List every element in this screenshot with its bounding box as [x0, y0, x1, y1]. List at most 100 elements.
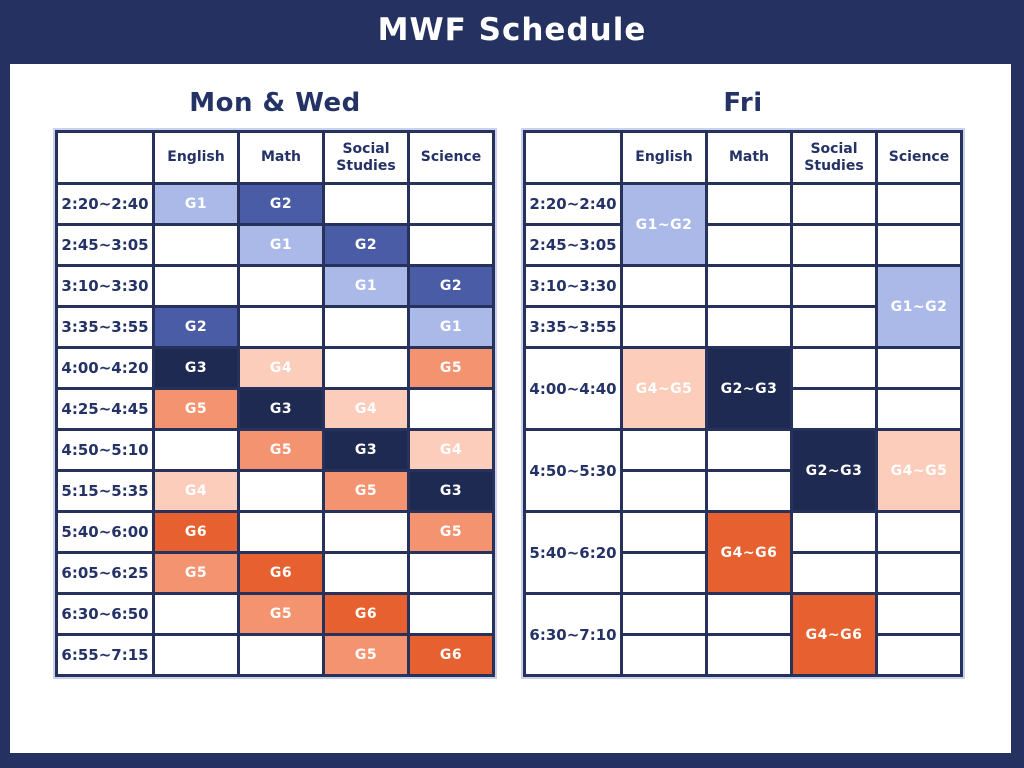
- grade-cell: [705, 305, 793, 349]
- grade-cell: [875, 387, 963, 431]
- grade-cell: [790, 305, 878, 349]
- grade-cell: G1: [152, 182, 240, 226]
- grade-cell: G6: [322, 592, 410, 636]
- fri-table: English Math Social Studies Science 2:20…: [521, 128, 965, 679]
- table-row: 4:00~4:40 G4~G5 G2~G3: [523, 346, 963, 431]
- grade-cell: [620, 592, 708, 636]
- grade-cell: [790, 264, 878, 308]
- time-cell: 3:10~3:30: [523, 264, 623, 308]
- grade-cell: [152, 633, 240, 677]
- grade-cell: [620, 551, 708, 595]
- header-row: English Math Social Studies Science: [523, 130, 963, 185]
- grade-cell: G4: [152, 469, 240, 513]
- corner-cell: [55, 130, 155, 185]
- grade-cell: G2~G3: [790, 428, 878, 513]
- table-row: [525, 387, 963, 431]
- grade-cell: G4: [237, 346, 325, 390]
- grade-cell: [620, 633, 708, 677]
- grade-cell: G1~G2: [620, 182, 708, 267]
- table-row: 4:25~4:45 G5 G3 G4: [55, 387, 495, 431]
- table-row: 6:30~7:10 G4~G6: [523, 592, 963, 677]
- table-row: 2:20~2:40 G1 G2: [55, 182, 495, 226]
- table-row: 6:55~7:15 G5 G6: [55, 633, 495, 677]
- grade-cell: [322, 346, 410, 390]
- column-header-math: Math: [705, 130, 793, 185]
- grade-cell: [705, 428, 793, 472]
- table-row: 5:15~5:35 G4 G5 G3: [55, 469, 495, 513]
- grade-cell: G5: [407, 510, 495, 554]
- column-header-social-studies: Social Studies: [322, 130, 410, 185]
- grade-cell: [322, 551, 410, 595]
- grade-cell: [705, 223, 793, 267]
- corner-cell: [523, 130, 623, 185]
- grade-cell: G4: [407, 428, 495, 472]
- grade-cell: [790, 182, 878, 226]
- time-cell: 6:55~7:15: [55, 633, 155, 677]
- table-row: 4:50~5:10 G5 G3 G4: [55, 428, 495, 472]
- grade-cell: G4~G6: [790, 592, 878, 677]
- grade-cell: [322, 305, 410, 349]
- grade-cell: G1: [407, 305, 495, 349]
- grade-cell: G3: [407, 469, 495, 513]
- grade-cell: [705, 592, 793, 636]
- grade-cell: [407, 551, 495, 595]
- time-cell: 4:25~4:45: [55, 387, 155, 431]
- grade-cell: G1: [237, 223, 325, 267]
- table-row: 5:40~6:00 G6 G5: [55, 510, 495, 554]
- grade-cell: G1: [322, 264, 410, 308]
- header-row: English Math Social Studies Science: [55, 130, 495, 185]
- grade-cell: [875, 346, 963, 390]
- grade-cell: [322, 510, 410, 554]
- grade-cell: [620, 428, 708, 472]
- time-cell: 5:15~5:35: [55, 469, 155, 513]
- grade-cell: [790, 346, 878, 390]
- time-cell: 3:35~3:55: [55, 305, 155, 349]
- grade-cell: G2: [322, 223, 410, 267]
- grade-cell: [875, 223, 963, 267]
- grade-cell: [237, 264, 325, 308]
- table-row: 2:20~2:40 G1~G2: [523, 182, 963, 267]
- grade-cell: [152, 264, 240, 308]
- grade-cell: G5: [322, 633, 410, 677]
- grade-cell: [875, 592, 963, 636]
- grade-cell: [875, 510, 963, 554]
- column-header-science: Science: [407, 130, 495, 185]
- time-cell: 2:45~3:05: [55, 223, 155, 267]
- table-row: 3:35~3:55 G2 G1: [55, 305, 495, 349]
- grade-cell: [705, 469, 793, 513]
- grade-cell: [875, 551, 963, 595]
- grade-cell: G5: [152, 387, 240, 431]
- grade-cell: [620, 264, 708, 308]
- grade-cell: [705, 182, 793, 226]
- table-row: [525, 551, 963, 595]
- grade-cell: G6: [152, 510, 240, 554]
- grade-cell: [237, 633, 325, 677]
- time-cell: 4:00~4:20: [55, 346, 155, 390]
- table-row: 5:40~6:20 G4~G6: [523, 510, 963, 595]
- grade-cell: G5: [237, 428, 325, 472]
- table-row: 6:05~6:25 G5 G6: [55, 551, 495, 595]
- table-row: [525, 469, 962, 513]
- grade-cell: G4: [322, 387, 410, 431]
- grade-cell: G5: [152, 551, 240, 595]
- table-row: 4:50~5:30 G2~G3 G4~G5: [523, 428, 963, 513]
- grade-cell: [875, 633, 963, 677]
- grade-cell: G1~G2: [875, 264, 963, 349]
- time-cell: 2:20~2:40: [55, 182, 155, 226]
- table-row: 3:10~3:30 G1~G2: [523, 264, 963, 349]
- grade-cell: [705, 264, 793, 308]
- grade-cell: G5: [407, 346, 495, 390]
- time-cell: 6:05~6:25: [55, 551, 155, 595]
- grade-cell: [237, 510, 325, 554]
- time-cell: 2:20~2:40: [523, 182, 623, 226]
- time-cell: 3:10~3:30: [55, 264, 155, 308]
- grade-cell: [790, 551, 878, 595]
- time-cell: 6:30~7:10: [523, 592, 623, 677]
- grade-cell: G4~G5: [875, 428, 963, 513]
- table-row: 6:30~6:50 G5 G6: [55, 592, 495, 636]
- grade-cell: [790, 510, 878, 554]
- grade-cell: G6: [237, 551, 325, 595]
- grade-cell: [152, 428, 240, 472]
- grade-cell: [152, 592, 240, 636]
- section-title-mon-wed: Mon & Wed: [189, 88, 361, 118]
